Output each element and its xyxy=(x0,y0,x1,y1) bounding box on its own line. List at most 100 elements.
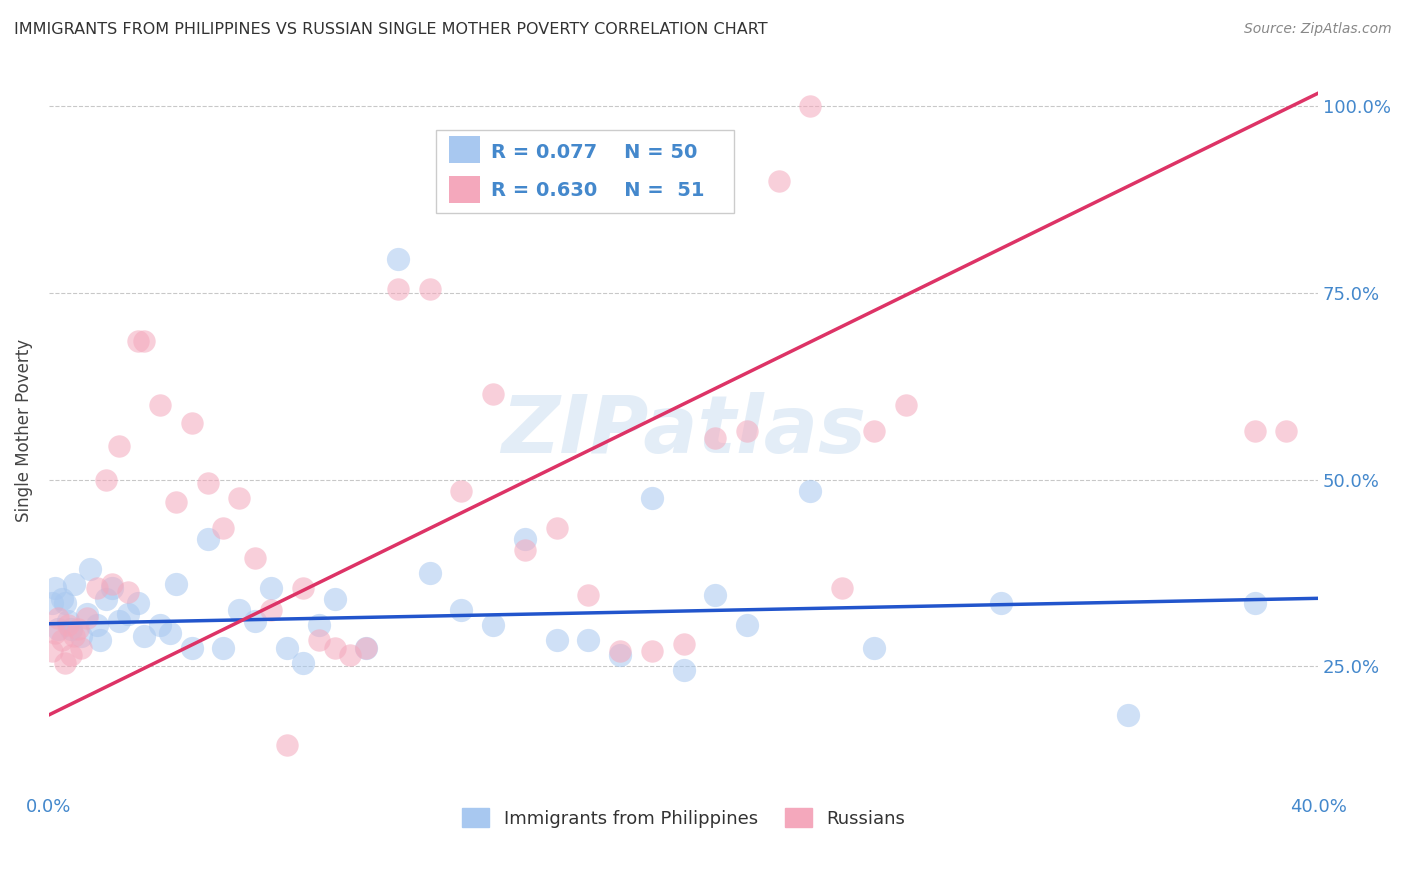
Point xyxy=(101,577,124,591)
Point xyxy=(450,483,472,498)
FancyBboxPatch shape xyxy=(449,136,481,163)
Point xyxy=(212,521,235,535)
Point xyxy=(89,633,111,648)
Point xyxy=(63,629,86,643)
Point xyxy=(260,581,283,595)
Point xyxy=(356,640,378,655)
Point xyxy=(513,543,536,558)
Point xyxy=(56,615,79,629)
Point xyxy=(576,633,599,648)
Point xyxy=(51,633,73,648)
Point xyxy=(546,633,568,648)
FancyBboxPatch shape xyxy=(449,176,481,203)
Point xyxy=(53,656,76,670)
Point xyxy=(799,99,821,113)
Point xyxy=(79,562,101,576)
Point xyxy=(76,611,98,625)
Point xyxy=(260,603,283,617)
Point xyxy=(107,439,129,453)
Point xyxy=(641,644,664,658)
Point xyxy=(63,577,86,591)
Point xyxy=(799,483,821,498)
Point xyxy=(94,592,117,607)
Point xyxy=(76,607,98,621)
Point xyxy=(245,551,267,566)
Point xyxy=(134,629,156,643)
Point xyxy=(419,282,441,296)
Text: IMMIGRANTS FROM PHILIPPINES VS RUSSIAN SINGLE MOTHER POVERTY CORRELATION CHART: IMMIGRANTS FROM PHILIPPINES VS RUSSIAN S… xyxy=(14,22,768,37)
Point xyxy=(228,491,250,506)
Point xyxy=(308,633,330,648)
Y-axis label: Single Mother Poverty: Single Mother Poverty xyxy=(15,339,32,523)
Point xyxy=(704,588,727,602)
Point xyxy=(1275,424,1298,438)
Point xyxy=(127,334,149,349)
Point xyxy=(831,581,853,595)
Point xyxy=(69,629,91,643)
Point xyxy=(356,640,378,655)
Text: ZIPatlas: ZIPatlas xyxy=(501,392,866,470)
Point xyxy=(482,386,505,401)
Point xyxy=(66,622,89,636)
Point xyxy=(387,252,409,266)
Point xyxy=(94,473,117,487)
Point xyxy=(117,584,139,599)
Point xyxy=(704,431,727,445)
Point xyxy=(641,491,664,506)
Point xyxy=(1243,424,1265,438)
Point xyxy=(60,648,83,662)
Point xyxy=(768,173,790,187)
Point xyxy=(1243,596,1265,610)
Point xyxy=(990,596,1012,610)
Point xyxy=(107,615,129,629)
Point xyxy=(180,640,202,655)
Point xyxy=(51,592,73,607)
Point xyxy=(482,618,505,632)
Point xyxy=(69,640,91,655)
Point xyxy=(41,644,63,658)
Point xyxy=(546,521,568,535)
Point xyxy=(86,618,108,632)
Point xyxy=(339,648,361,662)
Point xyxy=(86,581,108,595)
Point xyxy=(134,334,156,349)
Point xyxy=(735,618,758,632)
Point xyxy=(149,398,172,412)
Point xyxy=(576,588,599,602)
Legend: Immigrants from Philippines, Russians: Immigrants from Philippines, Russians xyxy=(454,801,912,835)
Point xyxy=(291,581,314,595)
Point xyxy=(60,622,83,636)
Point xyxy=(149,618,172,632)
Point xyxy=(48,611,70,625)
Point xyxy=(41,596,63,610)
FancyBboxPatch shape xyxy=(436,130,734,213)
Point xyxy=(609,644,631,658)
Point xyxy=(48,622,70,636)
Point xyxy=(165,495,187,509)
Point xyxy=(197,476,219,491)
Point xyxy=(609,648,631,662)
Point xyxy=(53,596,76,610)
Point xyxy=(450,603,472,617)
Point xyxy=(1116,707,1139,722)
Point xyxy=(44,625,66,640)
Point xyxy=(863,424,886,438)
Point xyxy=(323,640,346,655)
Point xyxy=(127,596,149,610)
Point xyxy=(308,618,330,632)
Point xyxy=(117,607,139,621)
Text: R = 0.630    N =  51: R = 0.630 N = 51 xyxy=(491,181,704,200)
Point xyxy=(212,640,235,655)
Point xyxy=(197,533,219,547)
Point xyxy=(56,618,79,632)
Point xyxy=(228,603,250,617)
Text: Source: ZipAtlas.com: Source: ZipAtlas.com xyxy=(1244,22,1392,37)
Point xyxy=(165,577,187,591)
Point xyxy=(863,640,886,655)
Point xyxy=(513,533,536,547)
Point xyxy=(672,663,695,677)
Text: R = 0.077    N = 50: R = 0.077 N = 50 xyxy=(491,143,697,162)
Point xyxy=(276,738,298,752)
Point xyxy=(323,592,346,607)
Point xyxy=(894,398,917,412)
